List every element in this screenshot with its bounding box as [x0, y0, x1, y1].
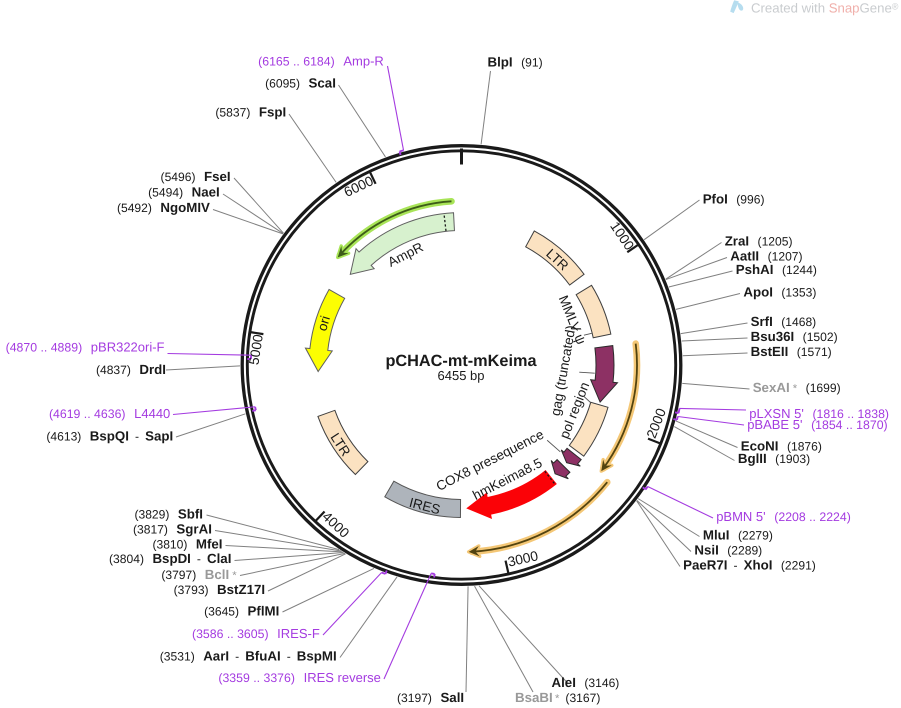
- svg-text:(3804) BspDI - ClaI: (3804) BspDI - ClaI: [109, 551, 231, 566]
- svg-text:ori: ori: [314, 314, 333, 333]
- svg-text:(3359 .. 3376) IRES reverse: (3359 .. 3376) IRES reverse: [218, 670, 381, 685]
- svg-text:MluI (2279): MluI (2279): [703, 528, 773, 543]
- svg-text:PfoI (996): PfoI (996): [703, 191, 765, 206]
- svg-text:Created with SnapGene®: Created with SnapGene®: [751, 1, 899, 16]
- svg-text:(6095) ScaI: (6095) ScaI: [265, 76, 336, 91]
- svg-text:3000: 3000: [506, 548, 540, 569]
- svg-text:(3586 .. 3605) IRES-F: (3586 .. 3605) IRES-F: [192, 626, 320, 641]
- svg-text:PshAI (1244): PshAI (1244): [736, 262, 817, 277]
- svg-text:(3817) SgrAI: (3817) SgrAI: [133, 522, 212, 537]
- svg-text:AatII (1207): AatII (1207): [730, 249, 802, 264]
- svg-text:(3810) MfeI: (3810) MfeI: [152, 537, 222, 552]
- svg-text:SrfI (1468): SrfI (1468): [751, 314, 817, 329]
- svg-text:pLXSN 5' (1816 .. 1838): pLXSN 5' (1816 .. 1838): [749, 406, 889, 421]
- svg-text:(3793) BstZ17I: (3793) BstZ17I: [174, 582, 265, 597]
- svg-text:ZraI (1205): ZraI (1205): [725, 234, 793, 249]
- svg-text:pBMN 5' (2208 .. 2224): pBMN 5' (2208 .. 2224): [716, 509, 851, 524]
- svg-text:EcoNI (1876): EcoNI (1876): [741, 438, 822, 453]
- svg-text:(6165 .. 6184) Amp-R: (6165 .. 6184) Amp-R: [258, 54, 384, 69]
- svg-text:NsiI (2289): NsiI (2289): [694, 543, 762, 558]
- svg-text:(5496) FseI: (5496) FseI: [161, 169, 231, 184]
- svg-text:SexAI * (1699): SexAI * (1699): [753, 380, 841, 395]
- svg-text:Bsu36I (1502): Bsu36I (1502): [751, 329, 838, 344]
- svg-text:AleI (3146): AleI (3146): [552, 675, 620, 690]
- svg-text:6455 bp: 6455 bp: [438, 368, 485, 383]
- svg-text:(3531) AarI - BfuAI - BspMI: (3531) AarI - BfuAI - BspMI: [160, 649, 337, 664]
- svg-text:BlpI (91): BlpI (91): [488, 54, 543, 69]
- svg-text:ApoI (1353): ApoI (1353): [743, 285, 816, 300]
- svg-text:(3197) SalI: (3197) SalI: [397, 690, 464, 705]
- svg-text:(5492) NgoMIV: (5492) NgoMIV: [117, 200, 210, 215]
- svg-text:(4613) BspQI - SapI: (4613) BspQI - SapI: [46, 428, 173, 443]
- svg-text:pBABE 5' (1854 .. 1870): pBABE 5' (1854 .. 1870): [747, 417, 887, 432]
- svg-text:(3829) SbfI: (3829) SbfI: [134, 507, 203, 522]
- svg-text:(3797) BclI *: (3797) BclI *: [161, 567, 237, 582]
- svg-text:(4837) DrdI: (4837) DrdI: [96, 362, 166, 377]
- svg-text:PaeR7I - XhoI (2291): PaeR7I - XhoI (2291): [683, 557, 816, 572]
- svg-text:BglII (1903): BglII (1903): [738, 451, 810, 466]
- svg-text:(3645) PflMI: (3645) PflMI: [204, 603, 279, 618]
- svg-text:(4619 .. 4636) L4440: (4619 .. 4636) L4440: [49, 406, 170, 421]
- svg-text:5000: 5000: [246, 333, 266, 366]
- svg-text:BsaBI * (3167): BsaBI * (3167): [515, 690, 600, 705]
- svg-text:(5494) NaeI: (5494) NaeI: [148, 185, 220, 200]
- svg-text:BstEII (1571): BstEII (1571): [751, 344, 832, 359]
- svg-text:(5837) FspI: (5837) FspI: [215, 105, 286, 120]
- svg-text:(4870 .. 4889) pBR322ori-F: (4870 .. 4889) pBR322ori-F: [6, 340, 165, 355]
- svg-text:pCHAC-mt-mKeima: pCHAC-mt-mKeima: [385, 352, 537, 370]
